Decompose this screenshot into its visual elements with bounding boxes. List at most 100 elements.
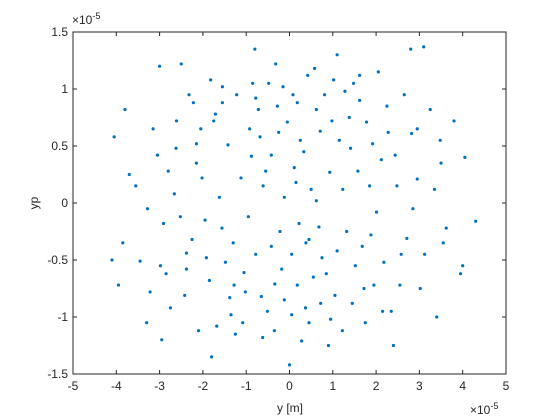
point xyxy=(295,101,299,105)
point xyxy=(415,177,419,181)
point xyxy=(368,184,372,188)
point xyxy=(410,131,414,136)
point xyxy=(297,221,301,226)
point xyxy=(350,301,354,305)
point xyxy=(215,324,219,328)
point xyxy=(343,89,347,93)
point xyxy=(353,264,357,268)
point xyxy=(415,127,419,131)
point xyxy=(161,221,166,226)
point xyxy=(411,207,415,211)
point xyxy=(226,143,230,147)
point xyxy=(138,259,142,263)
point xyxy=(341,187,345,191)
point xyxy=(190,237,194,242)
point xyxy=(184,267,189,271)
point xyxy=(127,172,131,177)
point xyxy=(422,45,426,49)
point xyxy=(409,47,413,51)
point xyxy=(363,321,367,325)
point xyxy=(285,120,289,124)
point xyxy=(145,321,149,325)
point xyxy=(458,272,463,276)
point xyxy=(300,339,304,343)
point xyxy=(228,296,232,300)
y-tick-label: -0.5 xyxy=(47,253,68,267)
point xyxy=(326,343,331,348)
point xyxy=(379,158,383,162)
point xyxy=(242,270,246,275)
point xyxy=(220,85,224,89)
x-tick-label: -1 xyxy=(241,379,252,393)
point xyxy=(311,275,315,279)
point xyxy=(223,260,228,264)
point xyxy=(318,129,322,133)
point xyxy=(452,119,456,123)
point xyxy=(309,187,313,191)
x-exponent: ×10-5 xyxy=(470,401,498,417)
point xyxy=(399,252,403,256)
point xyxy=(203,218,207,222)
point xyxy=(172,192,176,196)
point xyxy=(347,115,351,120)
point xyxy=(274,62,278,66)
point xyxy=(389,309,393,313)
point xyxy=(264,169,268,173)
x-tick-label: 4 xyxy=(459,379,466,393)
point xyxy=(371,142,375,146)
point xyxy=(386,130,390,134)
point xyxy=(432,187,437,191)
y-tick-label: -1 xyxy=(57,310,68,324)
y-tick-label: 0.5 xyxy=(51,139,68,153)
point xyxy=(209,355,214,359)
point xyxy=(199,127,203,131)
point xyxy=(304,241,308,245)
point xyxy=(280,267,284,271)
point xyxy=(134,184,138,188)
point xyxy=(402,93,406,97)
point xyxy=(281,85,285,89)
point xyxy=(348,146,353,150)
point xyxy=(251,81,255,85)
point xyxy=(438,138,442,142)
point xyxy=(158,264,163,268)
exponent-power: -5 xyxy=(92,11,100,21)
point xyxy=(123,107,127,112)
point xyxy=(372,283,376,287)
point xyxy=(148,290,152,294)
point xyxy=(277,130,281,134)
point xyxy=(322,93,327,97)
point xyxy=(298,138,302,142)
point xyxy=(249,154,253,158)
point xyxy=(292,166,296,170)
point xyxy=(358,73,362,77)
exponent-base: ×10 xyxy=(470,403,491,417)
point xyxy=(248,127,252,131)
point xyxy=(258,135,262,139)
y-tick-label: -1.5 xyxy=(47,367,68,381)
point xyxy=(191,101,195,105)
point xyxy=(428,107,432,112)
point xyxy=(369,233,373,237)
point xyxy=(253,47,257,51)
point xyxy=(194,142,199,146)
point xyxy=(178,215,182,219)
point xyxy=(213,112,218,116)
point xyxy=(439,161,443,165)
point xyxy=(231,241,235,245)
point xyxy=(233,332,237,336)
point xyxy=(474,219,478,223)
point xyxy=(290,252,294,256)
point xyxy=(317,225,321,229)
point xyxy=(330,119,334,123)
point xyxy=(235,93,239,97)
point xyxy=(272,329,276,333)
point xyxy=(259,294,263,299)
x-tick-label: -4 xyxy=(111,379,122,393)
point xyxy=(360,244,364,248)
point xyxy=(313,66,317,71)
point xyxy=(164,272,168,276)
point xyxy=(303,306,308,310)
point xyxy=(333,293,337,297)
